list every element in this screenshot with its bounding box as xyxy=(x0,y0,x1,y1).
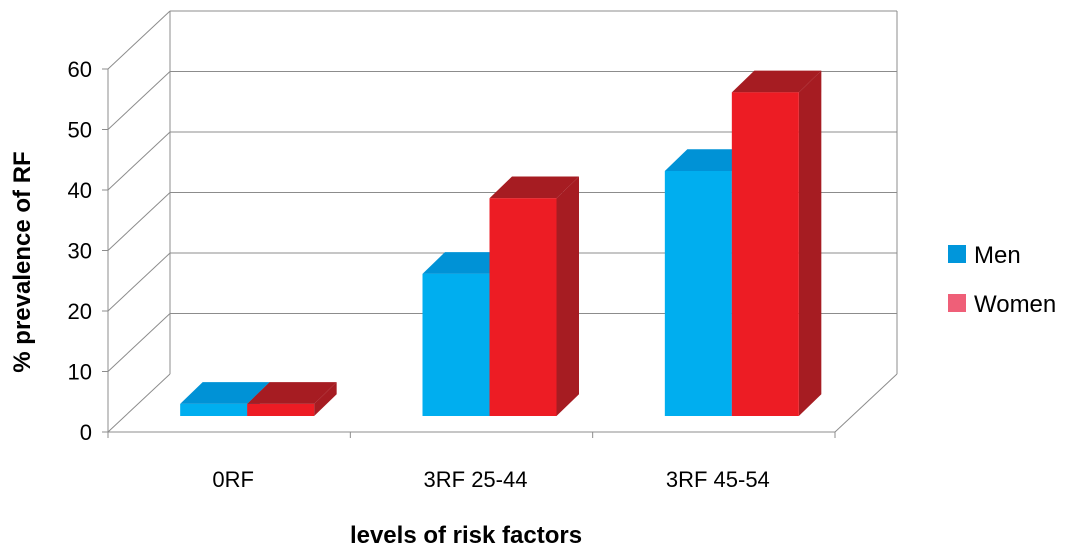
legend: Men Women xyxy=(948,242,1056,318)
x-category-label: 3RF 45-54 xyxy=(666,467,770,492)
y-axis-ticks: 0 10 20 30 40 50 60 xyxy=(68,57,92,445)
side-wall-gridline xyxy=(107,192,171,251)
bar-side xyxy=(798,70,822,416)
y-tick-label: 0 xyxy=(80,420,92,445)
chart-bars xyxy=(180,70,822,416)
bar-top xyxy=(731,70,822,93)
legend-swatch xyxy=(948,294,966,312)
bar-top xyxy=(180,382,270,404)
y-tick-label: 50 xyxy=(68,118,92,143)
x-axis-title: levels of risk factors xyxy=(350,522,582,549)
y-tick-label: 10 xyxy=(68,360,92,385)
y-tick-label: 40 xyxy=(68,178,92,203)
bar-side xyxy=(314,382,337,416)
bar xyxy=(489,198,557,416)
bar-top xyxy=(489,176,579,199)
side-wall-gridline xyxy=(107,252,171,312)
bar-top xyxy=(247,382,337,404)
bar xyxy=(247,403,315,416)
legend-swatch xyxy=(948,245,966,263)
bar xyxy=(180,403,248,416)
y-tick-label: 60 xyxy=(68,57,92,82)
legend-label: Men xyxy=(974,242,1021,269)
bar xyxy=(422,273,490,416)
y-tick-label: 20 xyxy=(68,299,92,324)
side-wall-gridline xyxy=(107,131,171,191)
floor-right-edge xyxy=(834,373,898,433)
bar xyxy=(664,170,732,416)
bar-side xyxy=(556,176,579,416)
side-wall-gridline xyxy=(107,373,171,433)
x-category-label: 3RF 25-44 xyxy=(424,467,528,492)
legend-label: Women xyxy=(974,291,1056,318)
y-axis-title: % prevalence of RF xyxy=(9,151,36,372)
side-wall-gridline xyxy=(107,71,171,130)
x-category-label: 0RF xyxy=(212,467,254,492)
y-tick-label: 30 xyxy=(68,239,92,264)
bar xyxy=(731,92,799,416)
side-wall-gridline xyxy=(107,313,171,372)
side-wall-gridline xyxy=(107,10,171,70)
x-axis-categories: 0RF 3RF 25-44 3RF 45-54 xyxy=(212,467,769,492)
